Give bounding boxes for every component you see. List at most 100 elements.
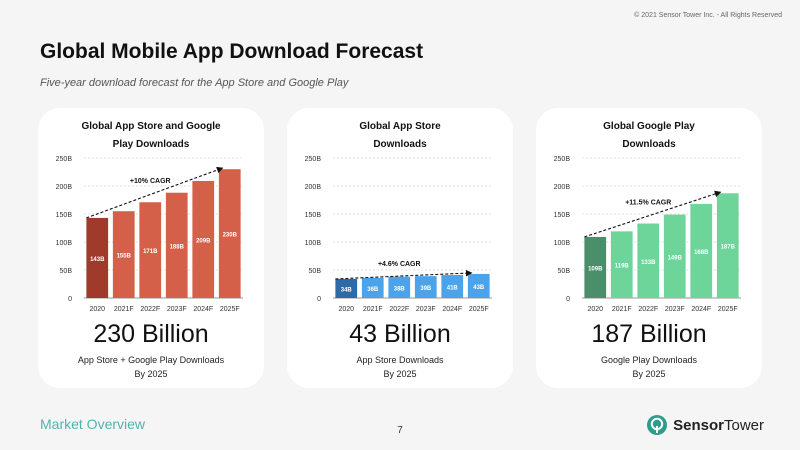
bar-value-label: 119B <box>615 264 630 270</box>
card-title-line1: Global App Store and Google <box>81 121 221 132</box>
bar <box>388 276 411 298</box>
caption-line1: App Store Downloads <box>356 355 444 365</box>
y-tick-label: 200B <box>554 184 571 191</box>
bar <box>112 211 135 298</box>
bar-value-label: 187B <box>721 245 736 251</box>
bar-value-label: 41B <box>447 286 459 292</box>
bar-value-label: 38B <box>394 286 406 292</box>
y-tick-label: 250B <box>554 156 571 163</box>
cagr-trend-arrow <box>584 190 722 238</box>
bar <box>610 231 633 298</box>
chart-google-play-downloads: 0 50B 100B 150B 200B 250B 109B 2020 119B 2021F 133… <box>554 156 741 313</box>
bar <box>690 203 713 298</box>
x-tick-label: 2025F <box>220 306 240 313</box>
chart-total-downloads: 0 50B 100B 150B 200B 250B 143B 2020 155B 2021F 171… <box>56 156 243 313</box>
x-tick-label: 2024F <box>691 306 711 313</box>
y-tick-label: 0 <box>68 296 72 303</box>
x-tick-label: 2025F <box>718 306 738 313</box>
bar-value-label: 39B <box>420 286 432 292</box>
y-tick-label: 250B <box>305 156 322 163</box>
bar <box>361 277 384 298</box>
card-total-downloads: Global App Store and Google Play Downloa… <box>38 108 264 388</box>
y-tick-label: 50B <box>60 268 73 275</box>
bar <box>467 273 490 298</box>
page-number: 7 <box>397 425 403 436</box>
caption-line2: By 2025 <box>632 369 666 379</box>
caption-line1: App Store + Google Play Downloads <box>77 355 225 365</box>
bar <box>414 276 437 298</box>
y-tick-label: 0 <box>566 296 570 303</box>
x-tick-label: 2020 <box>89 306 105 313</box>
card-title: Global Google Play Downloads <box>536 118 762 154</box>
x-tick-label: 2024F <box>442 306 462 313</box>
x-tick-label: 2023F <box>167 306 187 313</box>
brand-name-rest: Tower <box>723 416 764 434</box>
cagr-trend-arrow <box>86 166 224 219</box>
y-tick-label: 250B <box>56 156 73 163</box>
x-tick-label: 2023F <box>665 306 685 313</box>
bar-value-label: 34B <box>341 287 353 293</box>
cagr-annotation: +10% CAGR <box>130 178 171 185</box>
bar <box>139 202 162 298</box>
caption-line1: Google Play Downloads <box>600 355 698 365</box>
x-tick-label: 2025F <box>469 306 489 313</box>
x-tick-label: 2021F <box>363 306 383 313</box>
bar-value-label: 171B <box>143 249 158 255</box>
bar-value-label: 168B <box>694 250 709 256</box>
card-google-play-downloads: Global Google Play Downloads 0 50B 100B 150… <box>536 108 762 388</box>
bar-value-label: 149B <box>668 255 683 261</box>
card-title-line2: Play Downloads <box>112 139 190 150</box>
brand-name-bold: Sensor <box>673 416 724 434</box>
bar <box>663 214 686 298</box>
sensor-tower-logo-icon <box>647 415 668 435</box>
y-tick-label: 100B <box>305 240 322 247</box>
page-subtitle: Five-year download forecast for the App … <box>40 77 349 89</box>
bar <box>637 223 660 298</box>
card-caption: Google Play Downloads By 2025 <box>536 353 762 381</box>
y-tick-label: 100B <box>56 240 73 247</box>
bar <box>192 180 215 298</box>
caption-line2: By 2025 <box>383 369 417 379</box>
card-caption: App Store + Google Play Downloads By 202… <box>38 353 264 381</box>
section-label: Market Overview <box>40 416 146 432</box>
x-tick-label: 2022F <box>140 306 160 313</box>
page-title: Global Mobile App Download Forecast <box>40 40 424 63</box>
y-tick-label: 150B <box>554 212 571 219</box>
card-title-line1: Global App Store <box>359 121 441 132</box>
x-tick-label: 2020 <box>587 306 603 313</box>
bar-value-label: 143B <box>90 257 105 263</box>
chart-app-store-downloads: 0 50B 100B 150B 200B 250B 34B 2020 36B 2021F 38B 20… <box>305 156 492 313</box>
y-tick-label: 150B <box>56 212 73 219</box>
bar-value-label: 109B <box>588 266 603 272</box>
card-app-store-downloads: Global App Store Downloads 0 50B 100B 150B 2… <box>287 108 513 388</box>
card-title: Global App Store and Google Play Downloa… <box>38 118 264 154</box>
card-title-line2: Downloads <box>373 139 427 150</box>
bar <box>335 278 358 298</box>
x-tick-label: 2024F <box>193 306 213 313</box>
bar <box>218 169 241 298</box>
card-title-line1: Global Google Play <box>603 121 695 132</box>
y-tick-label: 150B <box>305 212 322 219</box>
bar <box>584 236 607 298</box>
y-tick-label: 0 <box>317 296 321 303</box>
x-tick-label: 2021F <box>612 306 632 313</box>
bar-value-label: 155B <box>117 254 132 260</box>
card-title-line2: Downloads <box>622 139 676 150</box>
y-tick-label: 200B <box>56 184 73 191</box>
y-tick-label: 50B <box>309 268 322 275</box>
y-tick-label: 100B <box>554 240 571 247</box>
bar <box>441 275 464 298</box>
x-tick-label: 2021F <box>114 306 134 313</box>
bar-value-label: 133B <box>641 260 656 266</box>
big-number: 187 Billion <box>591 320 707 348</box>
big-number: 43 Billion <box>349 320 451 348</box>
caption-line2: By 2025 <box>134 369 168 379</box>
x-tick-label: 2023F <box>416 306 436 313</box>
bar-value-label: 188B <box>170 244 185 250</box>
x-tick-label: 2022F <box>389 306 409 313</box>
x-tick-label: 2020 <box>338 306 354 313</box>
big-number: 230 Billion <box>93 320 209 348</box>
bar <box>86 217 109 298</box>
bar <box>716 193 739 298</box>
card-caption: App Store Downloads By 2025 <box>287 353 513 381</box>
